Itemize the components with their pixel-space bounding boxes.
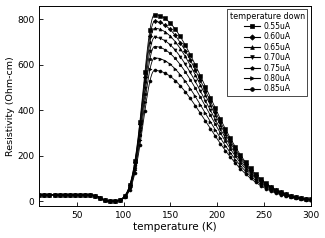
X-axis label: temperature (K): temperature (K) bbox=[133, 223, 217, 233]
Y-axis label: Resistivity (Ohm-cm): Resistivity (Ohm-cm) bbox=[6, 56, 15, 156]
Legend: 0.55uA, 0.60uA, 0.65uA, 0.70uA, 0.75uA, 0.80uA, 0.85uA: 0.55uA, 0.60uA, 0.65uA, 0.70uA, 0.75uA, … bbox=[227, 9, 307, 96]
